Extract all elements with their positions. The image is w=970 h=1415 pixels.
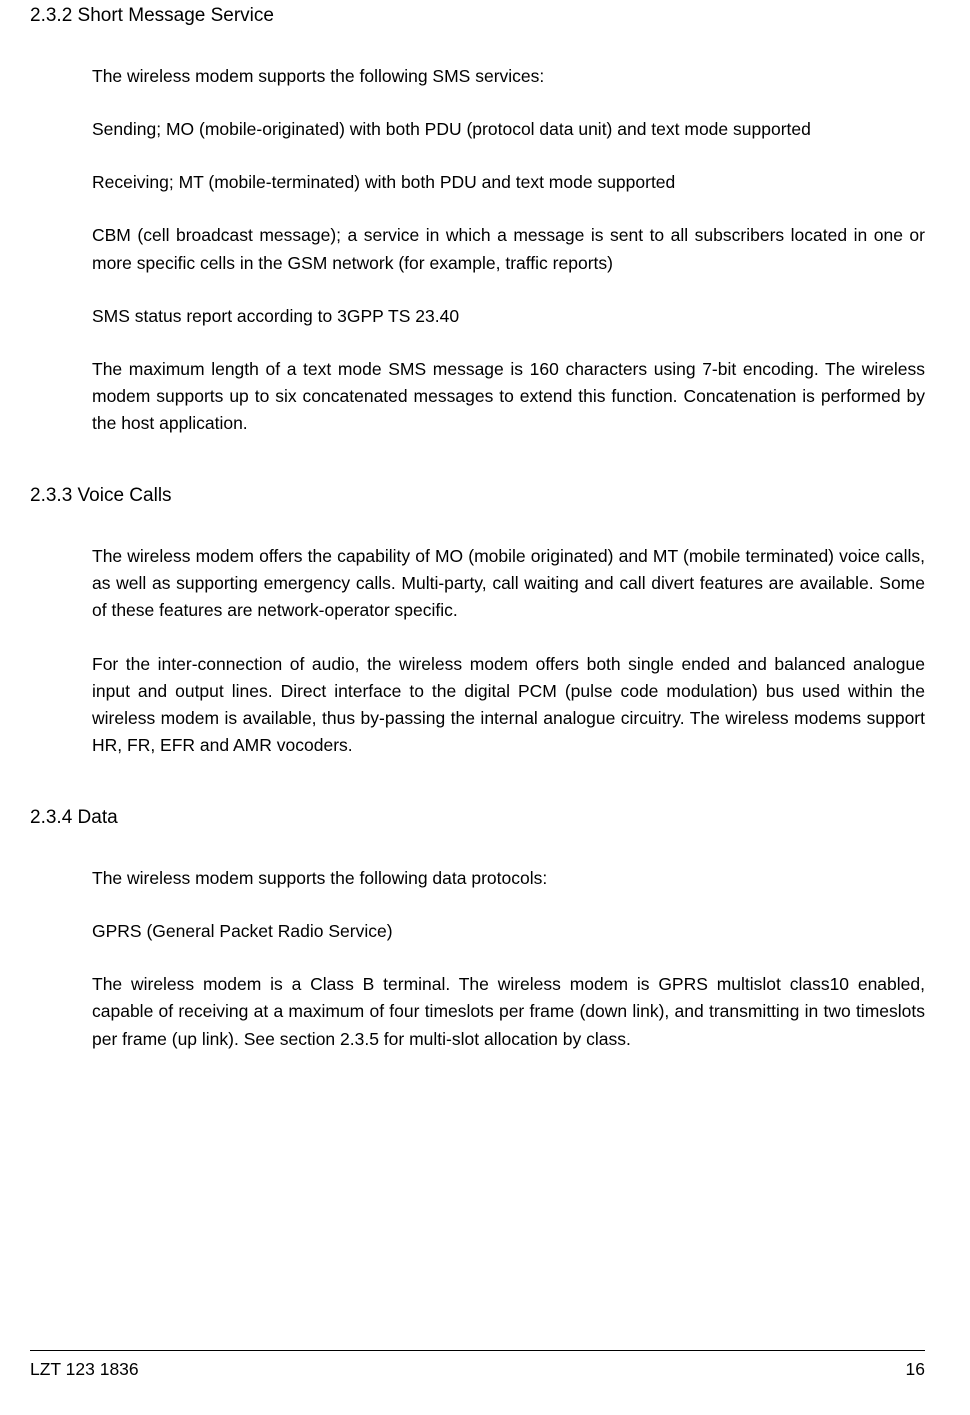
footer-doc-id: LZT 123 1836	[30, 1359, 139, 1380]
body-text: SMS status report according to 3GPP TS 2…	[92, 303, 925, 330]
page-content: 2.3.2 Short Message Service The wireless…	[0, 0, 970, 1053]
footer-page-number: 16	[906, 1359, 925, 1380]
section-heading-sms: 2.3.2 Short Message Service	[30, 5, 925, 27]
section-title: Voice Calls	[78, 485, 172, 506]
section-heading-voice: 2.3.3 Voice Calls	[30, 485, 925, 507]
section-number: 2.3.4	[30, 807, 72, 828]
body-text: The wireless modem supports the followin…	[92, 63, 925, 90]
body-text: The wireless modem is a Class B terminal…	[92, 971, 925, 1052]
section-heading-data: 2.3.4 Data	[30, 807, 925, 829]
body-text: CBM (cell broadcast message); a service …	[92, 222, 925, 276]
section-number: 2.3.2	[30, 5, 72, 26]
section-title: Data	[78, 807, 118, 828]
body-text: Receiving; MT (mobile-terminated) with b…	[92, 169, 925, 196]
section-title: Short Message Service	[78, 5, 274, 26]
body-text: The wireless modem offers the capability…	[92, 543, 925, 624]
body-text: The wireless modem supports the followin…	[92, 865, 925, 892]
page-footer: LZT 123 1836 16	[30, 1350, 925, 1380]
body-text: For the inter-connection of audio, the w…	[92, 651, 925, 760]
section-number: 2.3.3	[30, 485, 72, 506]
body-text: Sending; MO (mobile-originated) with bot…	[92, 116, 925, 143]
body-text: GPRS (General Packet Radio Service)	[92, 918, 925, 945]
body-text: The maximum length of a text mode SMS me…	[92, 356, 925, 437]
